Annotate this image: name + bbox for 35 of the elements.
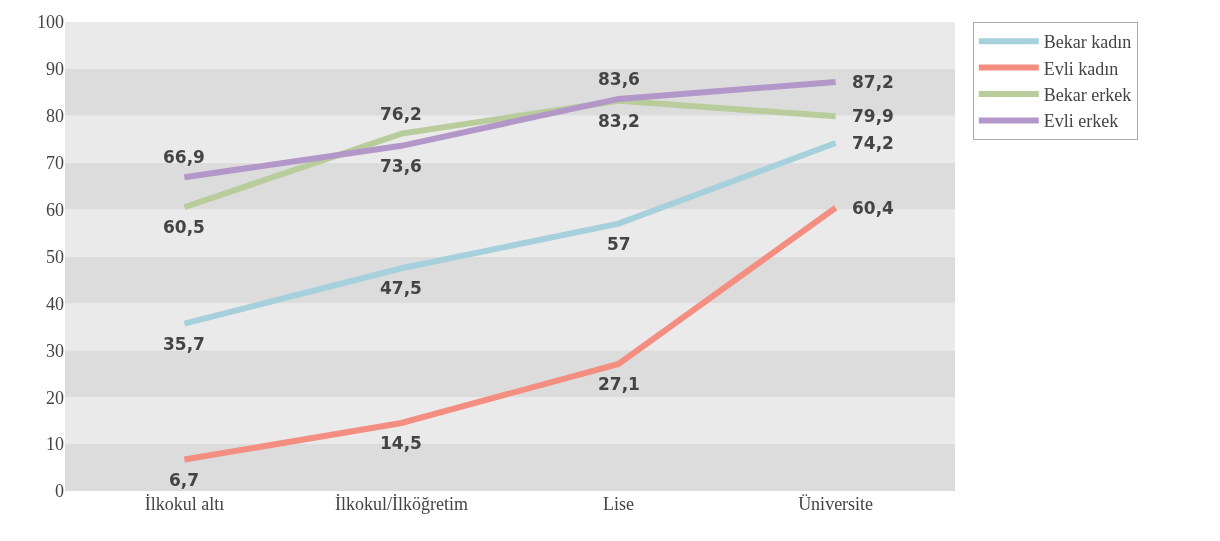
legend-label: Evli kadın xyxy=(1043,58,1119,79)
data-label: 60,5 xyxy=(163,217,205,237)
y-tick-label: 20 xyxy=(46,387,64,408)
legend-label: Evli erkek xyxy=(1043,111,1119,132)
data-label: 87,2 xyxy=(852,72,894,92)
data-label: 57 xyxy=(607,234,631,254)
legend-label: Bekar erkek xyxy=(1043,85,1132,106)
data-label: 83,6 xyxy=(598,69,640,89)
data-label: 27,1 xyxy=(598,374,640,394)
data-label: 74,2 xyxy=(852,133,894,153)
data-label: 47,5 xyxy=(380,278,422,298)
data-label: 60,4 xyxy=(852,198,895,218)
data-label: 14,5 xyxy=(380,433,422,453)
legend-label: Bekar kadın xyxy=(1043,32,1132,53)
data-label: 66,9 xyxy=(163,147,205,167)
y-tick-label: 0 xyxy=(55,481,64,502)
y-tick-label: 40 xyxy=(46,293,64,314)
data-label: 35,7 xyxy=(163,334,205,354)
y-tick-label: 50 xyxy=(46,246,64,267)
y-tick-label: 10 xyxy=(46,434,64,455)
data-label: 79,9 xyxy=(852,106,894,126)
y-tick-label: 100 xyxy=(37,12,64,33)
y-tick-label: 60 xyxy=(46,199,64,220)
data-label: 6,7 xyxy=(169,470,200,490)
y-tick-label: 90 xyxy=(46,59,64,80)
x-tick-label: İlkokul/İlköğretim xyxy=(334,494,468,514)
y-tick-label: 80 xyxy=(46,106,64,127)
y-tick-label: 30 xyxy=(46,340,64,361)
x-tick-label: Üniversite xyxy=(798,494,874,514)
x-tick-label: Lise xyxy=(603,494,635,514)
y-tick-label: 70 xyxy=(46,153,64,173)
data-label: 73,6 xyxy=(380,156,422,176)
x-tick-label: İlkokul altı xyxy=(144,494,225,514)
data-label: 76,2 xyxy=(380,104,422,124)
data-label: 83,2 xyxy=(598,111,640,131)
